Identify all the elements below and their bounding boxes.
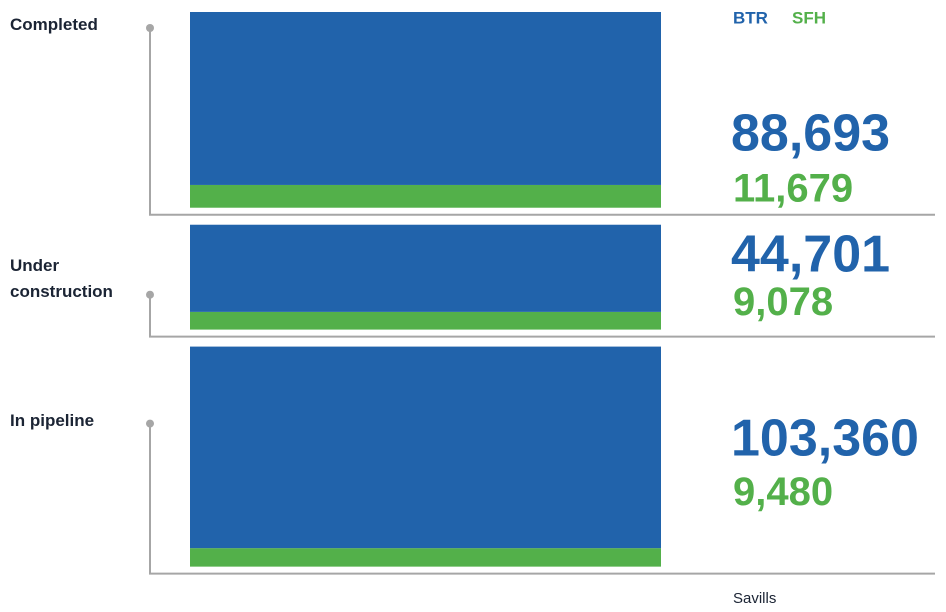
value-label: 9,078 [733,280,833,324]
category-label: Completed [10,15,98,34]
category-label: In pipeline [10,410,95,430]
value-label: 9,480 [733,470,833,514]
bar-segment [190,346,661,549]
bar-segment [190,548,661,567]
bar-segment [190,311,661,330]
legend-entry: BTR [733,8,768,27]
value-label: 103,360 [731,409,919,467]
connector-dot [146,290,154,299]
value-label: 11,679 [733,166,853,210]
source: Savills [733,590,776,607]
connector-dot [146,419,154,428]
connector-dot [146,24,154,32]
connector [149,28,935,216]
legend-entry: SFH [792,8,826,27]
connector [149,294,935,338]
value-label: 44,701 [731,225,890,283]
category-label: Under construction [10,255,113,301]
value-label: 88,693 [731,104,890,162]
bar-segment [190,184,661,208]
bar-segment [190,12,661,185]
connector [149,423,935,575]
bar-segment [190,224,661,312]
